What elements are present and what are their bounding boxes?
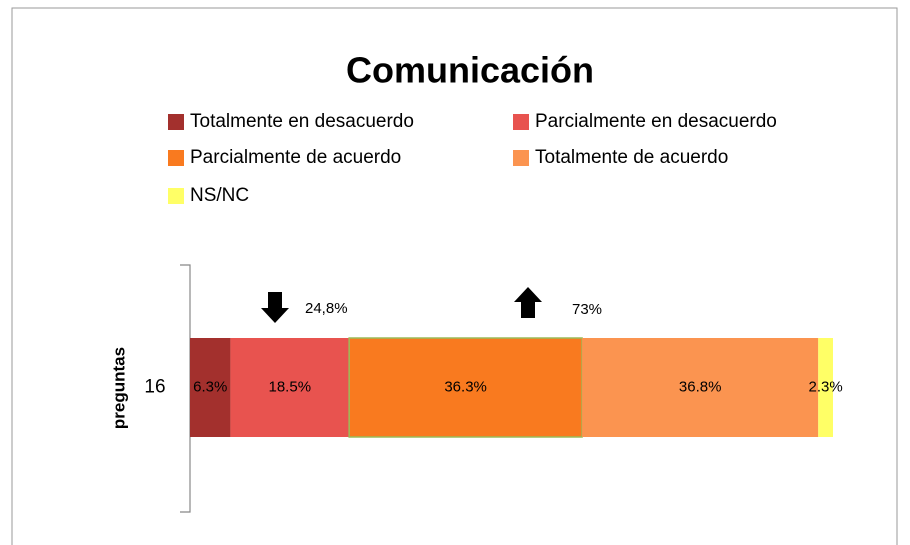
legend-label: NS/NC — [190, 185, 249, 206]
legend-swatch — [168, 114, 184, 130]
data-label: 2.3% — [809, 378, 843, 395]
arrow-down — [261, 292, 289, 323]
y-axis — [180, 264, 191, 513]
y-tick-label: 16 — [144, 377, 165, 398]
data-label: 6.3% — [193, 378, 227, 395]
data-label: 36.8% — [679, 378, 722, 395]
bar-segment — [190, 338, 231, 437]
bar-segment — [818, 338, 833, 437]
data-label: 18.5% — [269, 378, 312, 395]
chart-title: Comunicación — [346, 50, 594, 91]
arrow-up — [514, 287, 542, 318]
legend-label: Parcialmente de acuerdo — [190, 147, 401, 168]
data-label: 36.3% — [444, 378, 487, 395]
annotation: 73% — [572, 301, 602, 318]
legend-label: Totalmente en desacuerdo — [190, 111, 414, 132]
annotation: 24,8% — [305, 300, 348, 317]
legend-swatch — [513, 150, 529, 166]
legend-swatch — [168, 150, 184, 166]
legend-swatch — [168, 188, 184, 204]
bar-segment — [348, 337, 583, 438]
y-axis-label: preguntas — [109, 347, 128, 429]
legend-label: Parcialmente en desacuerdo — [535, 111, 777, 132]
legend-label: Totalmente de acuerdo — [535, 147, 728, 168]
legend-swatch — [513, 114, 529, 130]
frame — [11, 7, 898, 545]
bar-segment — [230, 338, 350, 437]
bar-segment — [582, 338, 819, 437]
